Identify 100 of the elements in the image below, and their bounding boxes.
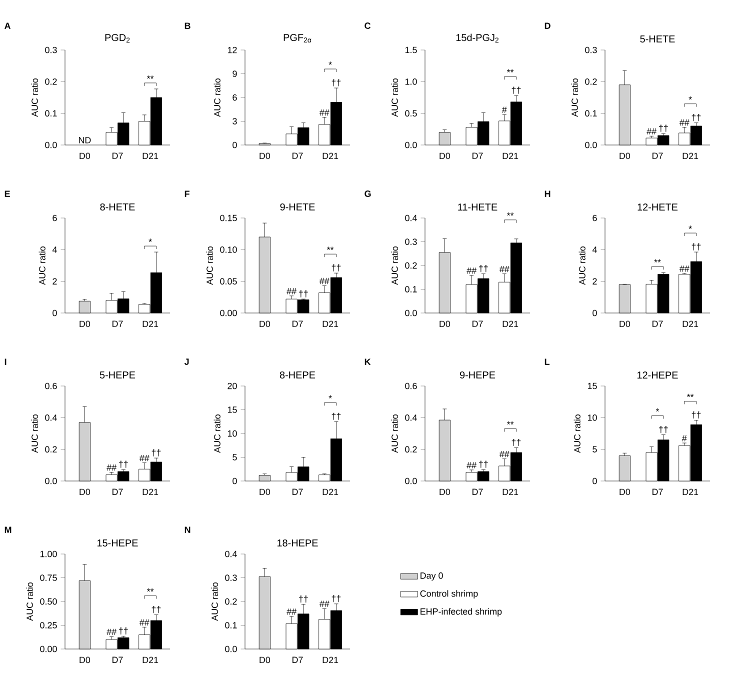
- annotation: *: [148, 238, 152, 242]
- y-tick-label: 0.0: [405, 310, 417, 316]
- y-tick-label: 0.0: [45, 478, 57, 484]
- text: H: [544, 190, 550, 197]
- y-axis-title: AUC ratio: [571, 78, 578, 117]
- text: I: [4, 358, 6, 365]
- y-tick-label: 12: [228, 46, 237, 54]
- x-tick-label: D7: [292, 320, 303, 327]
- chart-title: 15-HEPE: [98, 540, 138, 546]
- text: F: [184, 190, 190, 197]
- chart-title: 18-HEPE: [278, 539, 318, 546]
- text: B: [184, 22, 190, 29]
- x-tick-label: D7: [472, 320, 483, 327]
- y-axis-title: AUC ratio: [26, 582, 33, 621]
- text: D: [544, 22, 550, 29]
- data-label: ##: [319, 600, 330, 607]
- x-tick-label: D7: [652, 488, 663, 495]
- y-tick-label: 0.1: [45, 110, 57, 117]
- x-tick-label: D0: [620, 152, 630, 160]
- data-label: ††: [152, 449, 161, 456]
- data-label: ††: [512, 438, 521, 446]
- x-tick-label: D0: [260, 488, 270, 496]
- annotation: *: [688, 96, 692, 100]
- text: G: [364, 190, 371, 197]
- x-tick-label: D0: [620, 488, 630, 496]
- x-tick-label: D0: [260, 656, 270, 664]
- x-tick-label: D0: [440, 152, 450, 160]
- annotation: **: [506, 421, 514, 425]
- data-label: ##: [286, 608, 297, 615]
- y-tick-label: 9: [232, 70, 237, 77]
- data-label: ##: [646, 128, 657, 134]
- x-tick-label: D0: [260, 320, 270, 328]
- data-label: ##: [499, 450, 510, 458]
- y-tick-label: 0.1: [225, 622, 237, 628]
- annotation: **: [654, 259, 661, 262]
- x-tick-label: D0: [80, 320, 90, 328]
- text: E: [4, 190, 10, 197]
- data-label: ##: [319, 278, 330, 284]
- y-axis-title: AUC ratio: [211, 582, 218, 621]
- text: N: [184, 526, 190, 533]
- annotation: **: [686, 394, 694, 397]
- y-tick-label: 4: [592, 246, 597, 253]
- chart-title: 8-HETE: [100, 203, 135, 210]
- y-tick-label: 0.2: [45, 78, 57, 85]
- x-tick-label: D7: [112, 320, 123, 327]
- data-label: ††: [152, 606, 161, 614]
- chart-title: 5-HEPE: [100, 372, 136, 378]
- y-axis-title: AUC ratio: [31, 414, 38, 453]
- data-label: ##: [106, 628, 117, 635]
- y-tick-label: 0.15: [220, 214, 237, 222]
- y-tick-label: 0.2: [585, 78, 597, 85]
- data-label: ††: [479, 265, 488, 272]
- x-tick-label: D21: [142, 656, 158, 664]
- x-tick-label: D7: [472, 488, 483, 495]
- y-tick-label: 0.2: [225, 598, 237, 605]
- y-tick-label: 4: [52, 246, 57, 253]
- x-tick-label: D21: [682, 488, 698, 496]
- x-tick-label: D21: [322, 320, 338, 328]
- data-label: ††: [659, 426, 668, 434]
- y-tick-label: 1.5: [405, 46, 417, 54]
- x-tick-label: D7: [112, 152, 123, 159]
- x-tick-label: D21: [502, 152, 518, 160]
- y-axis-title: AUC ratio: [578, 246, 586, 285]
- y-tick-label: 2: [592, 278, 597, 284]
- data-label: ††: [119, 627, 128, 634]
- x-tick-label: D7: [292, 656, 303, 663]
- data-label: ##: [319, 109, 330, 116]
- data-label: ††: [119, 460, 128, 468]
- y-tick-label: 0: [592, 478, 597, 484]
- data-label: ##: [466, 462, 477, 468]
- y-tick-label: 10: [588, 414, 597, 421]
- y-tick-label: 0.0: [45, 142, 57, 148]
- y-tick-label: 0.2: [405, 446, 417, 453]
- y-tick-label: 0: [592, 310, 597, 316]
- data-label: ††: [332, 79, 341, 86]
- y-axis-title: AUC ratio: [214, 78, 220, 117]
- y-tick-label: 0.50: [40, 598, 57, 605]
- text: M: [4, 526, 12, 533]
- y-tick-label: 0.4: [45, 414, 57, 421]
- x-tick-label: D7: [112, 488, 123, 495]
- x-tick-label: D21: [682, 320, 698, 328]
- x-tick-label: D0: [260, 152, 270, 160]
- y-tick-label: 0.10: [220, 246, 237, 253]
- y-tick-label: 0.75: [40, 574, 57, 581]
- chart-title: 12-HETE: [638, 204, 678, 210]
- x-tick-label: D21: [142, 320, 158, 328]
- text: K: [364, 358, 371, 365]
- x-tick-label: D0: [620, 320, 630, 328]
- y-axis-title: AUC ratio: [574, 414, 580, 453]
- y-tick-label: 0.4: [405, 414, 417, 421]
- y-tick-label: 1.00: [40, 550, 57, 558]
- x-tick-label: D21: [322, 152, 338, 160]
- x-tick-label: D0: [80, 152, 90, 160]
- data-label: ††: [659, 124, 668, 132]
- y-tick-label: 0.6: [45, 382, 57, 390]
- annotation: **: [146, 76, 154, 79]
- y-tick-label: 1.0: [405, 78, 417, 85]
- x-tick-label: D7: [652, 152, 663, 159]
- chart-title: 12-HEPE: [638, 372, 678, 378]
- legend-label: Day 0: [420, 572, 443, 581]
